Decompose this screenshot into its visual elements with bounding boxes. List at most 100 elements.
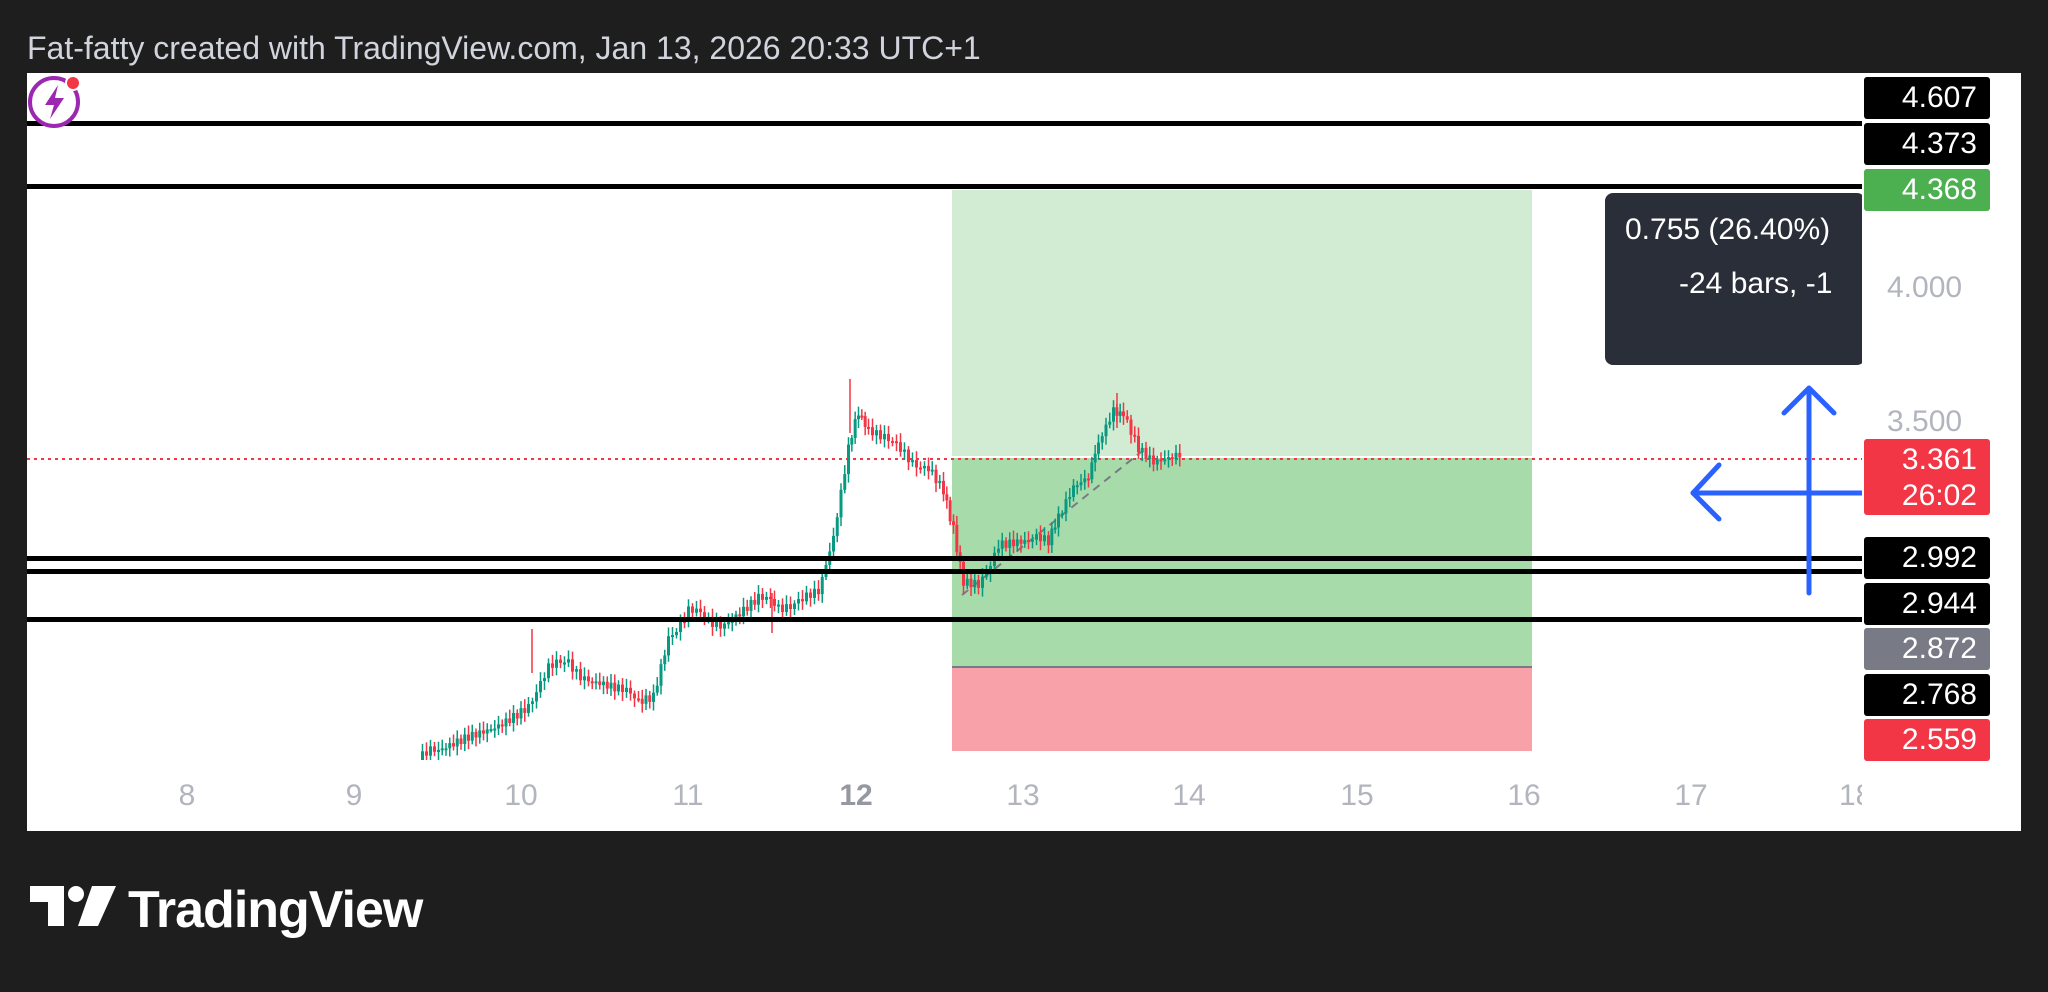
candle-body [1133, 434, 1137, 437]
candle-body [1057, 513, 1060, 528]
candle-body [1104, 424, 1108, 437]
candle-body [659, 664, 663, 686]
candle-body [691, 606, 694, 613]
brand-wordmark: TradingView [128, 881, 423, 939]
candle-body [727, 622, 730, 625]
candle-body [934, 469, 938, 484]
candle-body [907, 449, 910, 463]
candle-body [769, 596, 772, 599]
candle-body [1167, 457, 1170, 460]
candle-body [1079, 482, 1083, 486]
candle-body [785, 604, 788, 612]
candle-body [843, 474, 847, 490]
price-chart[interactable] [27, 73, 1862, 760]
candle-body [478, 730, 482, 738]
candle-body [1075, 485, 1079, 488]
level-line-2-992[interactable] [27, 556, 1862, 561]
candle-body [832, 535, 835, 552]
candle-body [1000, 540, 1004, 549]
candle-body [1137, 435, 1140, 453]
level-line-4-607[interactable] [27, 121, 1862, 126]
level-line-2-768[interactable] [27, 617, 1862, 622]
candle-body [1047, 535, 1050, 546]
candle-body [857, 415, 860, 420]
candle-body [793, 603, 796, 610]
candle-body [594, 681, 598, 684]
candle-body [801, 599, 804, 602]
candle-body [719, 621, 722, 629]
candle-body [489, 729, 493, 732]
candle-body [1178, 452, 1182, 458]
price-label-level: 4.373 [1864, 123, 1990, 165]
candle-body [482, 730, 485, 734]
candle-body [613, 682, 617, 692]
candle-body [485, 729, 489, 734]
candle-body [850, 438, 854, 445]
current-price-label: 3.361 26:02 [1864, 439, 1990, 515]
candle-body [474, 731, 478, 738]
price-plot[interactable]: 0.755 (26.40%) -24 bars, -1 [27, 73, 1862, 760]
level-line-2-944[interactable] [27, 569, 1862, 574]
candle-body [567, 659, 570, 663]
candle-body [981, 576, 984, 588]
candle-body [444, 748, 448, 751]
candle-body [1035, 534, 1038, 540]
time-tick-day: 12 [839, 779, 873, 812]
candle-body [440, 748, 444, 751]
candle-body [663, 655, 667, 665]
time-tick: 16 [1507, 779, 1541, 812]
candle-body [523, 708, 527, 713]
candle-body [715, 621, 718, 627]
candle-body [911, 460, 914, 463]
crosshair-arrows-icon [1690, 385, 1862, 596]
level-line-4-373[interactable] [27, 184, 1862, 189]
candle-body [531, 701, 534, 704]
candle-body [543, 678, 546, 682]
loss-zone [952, 667, 1532, 751]
candle-body [1053, 527, 1057, 530]
candle-body [621, 684, 624, 693]
candle-body [695, 608, 698, 613]
candle-body [667, 636, 670, 656]
candle-body [952, 521, 955, 525]
candle-body [1087, 478, 1090, 481]
candle-body [425, 751, 428, 756]
candle-body [687, 606, 690, 622]
candle-body [895, 441, 898, 444]
candle-body [605, 681, 609, 689]
candle-body [1015, 539, 1019, 547]
candle-body [470, 731, 474, 741]
candle-body [598, 681, 602, 686]
alert-bolt-icon[interactable] [27, 73, 83, 129]
candle-body [738, 614, 742, 617]
candle-body [559, 659, 562, 663]
candle-body [1093, 453, 1097, 463]
candle-body [644, 695, 648, 704]
price-tick: 3.500 [1887, 405, 1963, 438]
candle-body [977, 579, 980, 588]
candle-body [633, 693, 636, 699]
time-tick: 17 [1674, 779, 1708, 812]
candle-body [942, 480, 945, 495]
candle-body [948, 500, 952, 522]
candle-body [629, 687, 632, 694]
time-tick-clipped: 18 [1839, 779, 1862, 812]
time-tick: 10 [504, 779, 538, 812]
candle-body [675, 632, 678, 636]
candle-body [1004, 540, 1008, 548]
candle-body [891, 441, 894, 444]
candle-body [777, 604, 780, 607]
candle-body [927, 465, 930, 472]
candle-body [587, 676, 590, 682]
candle-body [938, 480, 942, 484]
candle-body [879, 430, 882, 440]
candle-body [871, 427, 874, 436]
candle-body [652, 692, 655, 702]
candle-body [508, 718, 512, 723]
candle-body [504, 718, 508, 727]
candle-body [813, 588, 816, 598]
candle-body [421, 751, 424, 760]
chart-panel[interactable]: 0.755 (26.40%) -24 bars, -1 4.607 4.373 … [27, 73, 2021, 831]
candle-body [887, 433, 890, 442]
candle-body [1112, 407, 1115, 422]
